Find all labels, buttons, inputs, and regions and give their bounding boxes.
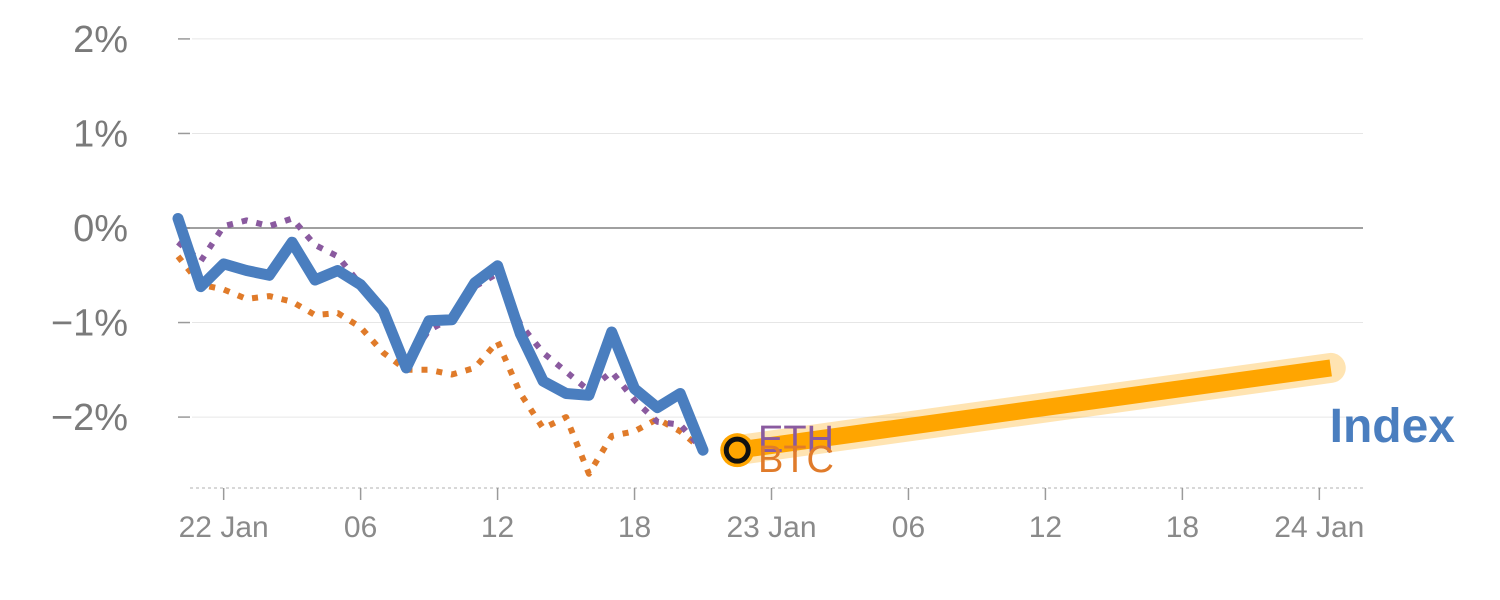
series-line-btc <box>175 254 705 477</box>
x-tick-label: 18 <box>1166 511 1199 544</box>
y-tick-label: 2% <box>73 19 128 61</box>
eth-label: ETH <box>758 419 834 461</box>
btc-label: BTC <box>758 439 834 481</box>
series-line-eth <box>176 215 706 453</box>
x-tick-label: 18 <box>618 511 651 544</box>
y-tick-label: −2% <box>51 397 128 439</box>
current-point-marker <box>723 436 751 464</box>
x-tick-label: 12 <box>1029 511 1062 544</box>
y-tick-label: 1% <box>73 113 128 155</box>
x-tick-label: 06 <box>344 511 377 544</box>
series-line-index <box>172 213 709 456</box>
x-tick-label: 12 <box>481 511 514 544</box>
x-tick-label: 23 Jan <box>726 511 816 544</box>
projection-band <box>736 359 1332 459</box>
x-tick-label: 06 <box>892 511 925 544</box>
x-tick-label: 24 Jan <box>1274 511 1364 544</box>
y-tick-label: −1% <box>51 303 128 345</box>
x-tick-label: 22 Jan <box>179 511 269 544</box>
index-label: Index <box>1330 400 1456 453</box>
y-tick-label: 0% <box>73 208 128 250</box>
